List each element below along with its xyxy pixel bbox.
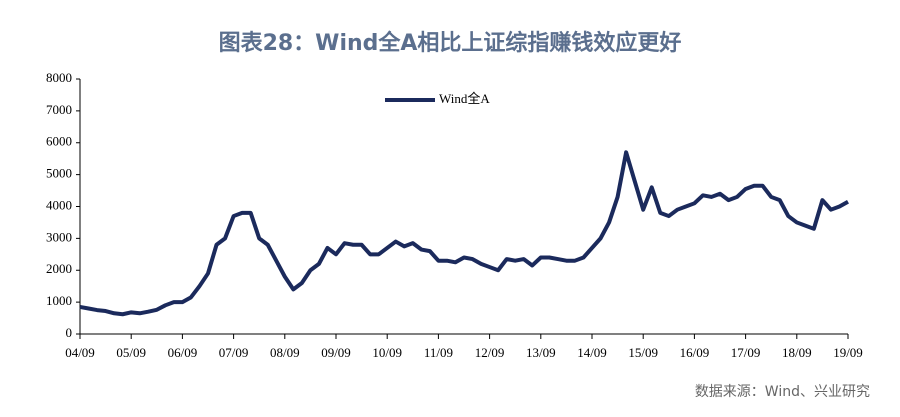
x-tick-label: 15/09	[628, 345, 658, 360]
x-tick-label: 09/09	[321, 345, 351, 360]
x-tick-label: 16/09	[680, 345, 710, 360]
line	[79, 150, 849, 317]
chart-title: 图表28：Wind全A相比上证综指赚钱效应更好	[219, 30, 682, 56]
y-tick-label: 0	[66, 325, 73, 340]
x-tick-label: 12/09	[475, 345, 505, 360]
y-tick-label: 4000	[46, 197, 72, 212]
x-tick-label: 17/09	[731, 345, 761, 360]
y-tick-label: 3000	[46, 229, 72, 244]
y-tick-label: 7000	[46, 102, 72, 117]
x-tick-label: 14/09	[577, 345, 607, 360]
x-tick-label: 08/09	[270, 345, 300, 360]
x-tick-label: 07/09	[219, 345, 249, 360]
y-tick-label: 6000	[46, 134, 72, 149]
x-tick-label: 13/09	[526, 345, 556, 360]
x-tick-label: 19/09	[833, 345, 863, 360]
x-tick-label: 04/09	[65, 345, 95, 360]
x-tick-label: 05/09	[116, 345, 146, 360]
y-tick-label: 1000	[46, 293, 72, 308]
y-tick-label: 8000	[46, 70, 72, 85]
legend-label: Wind全A	[439, 91, 490, 106]
y-tick-label: 5000	[46, 166, 72, 181]
x-tick-label: 10/09	[372, 345, 402, 360]
source: 数据来源：Wind、兴业研究	[695, 384, 870, 400]
y-tick-label: 2000	[46, 261, 72, 276]
x-tick-label: 06/09	[168, 345, 198, 360]
x-tick-label: 11/09	[424, 345, 453, 360]
x-tick-label: 18/09	[782, 345, 812, 360]
